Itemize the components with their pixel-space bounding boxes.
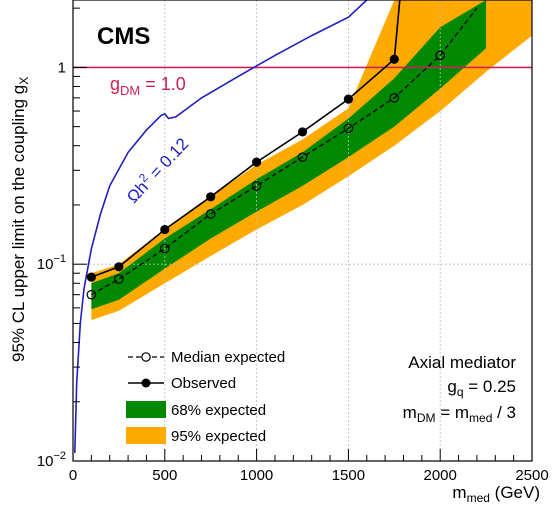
legend-observed: Observed [128, 375, 236, 392]
median-expected-point [205, 209, 216, 219]
observed-point [389, 54, 399, 64]
y-tick-base: 10 [37, 453, 54, 470]
legend-observed-label: Observed [171, 375, 236, 392]
legend-observed-marker [141, 378, 151, 388]
plot-frame [72, 0, 533, 462]
y-tick-exponent: −1 [53, 253, 66, 265]
relic-density-label: Ωh2 = 0.12 [121, 132, 193, 206]
median-expected-point [297, 152, 308, 162]
median-expected-point [114, 274, 124, 284]
x-tick-label: 2500 [515, 467, 548, 484]
x-tick-label: 2000 [424, 467, 457, 484]
model-info: Axial mediator gq = 0.25 mDM = mmed / 3 [403, 353, 517, 425]
x-tick-label: 1500 [332, 467, 365, 484]
observed-point [343, 94, 353, 104]
legend-68-label: 68% expected [171, 402, 266, 419]
legend-68-expected: 68% expected [126, 401, 266, 419]
y-tick-base: 10 [37, 256, 54, 273]
y-tick-exponent: −2 [53, 450, 66, 462]
legend-median-label: Median expected [171, 349, 285, 366]
legend-median-expected: Median expected [128, 349, 285, 366]
observed-point [114, 262, 124, 272]
median-expected-point [160, 243, 170, 254]
median-expected-point [251, 181, 262, 191]
x-tick-label: 500 [152, 467, 177, 484]
legend-95-label: 95% expected [171, 428, 266, 445]
observed-point [297, 127, 308, 137]
y-tick-label: 10−1 [37, 253, 66, 273]
observed-point [252, 157, 262, 167]
cms-label: CMS [97, 23, 150, 50]
observed-point [160, 224, 170, 235]
legend-95-expected: 95% expected [126, 427, 266, 445]
median-expected-line [91, 7, 478, 296]
observed-point [86, 272, 96, 282]
legend-95-swatch [126, 427, 166, 444]
model-info-mediator: Axial mediator [408, 353, 516, 372]
y-tick-base: 1 [58, 59, 66, 76]
gdm-label: gDM = 1.0 [110, 74, 186, 98]
median-expected-point [86, 289, 97, 300]
legend: Median expected Observed 68% expected 95… [126, 349, 285, 445]
median-expected-point [435, 50, 445, 61]
x-axis-title: mmed (GeV) [452, 483, 540, 505]
x-tick-label: 0 [69, 467, 77, 484]
band-68-expected [91, 0, 487, 310]
model-info-gq: gq = 0.25 [447, 377, 516, 399]
relic-density-curve [74, 0, 368, 453]
model-info-mass-relation: mDM = mmed / 3 [403, 403, 516, 425]
x-tick-label: 1000 [240, 467, 273, 484]
legend-68-swatch [126, 401, 166, 418]
y-tick-label: 10−2 [37, 450, 66, 470]
legend-median-marker [141, 352, 151, 362]
observed-point [206, 192, 216, 202]
y-axis-title: 95% CL upper limit on the coupling gX [9, 77, 31, 362]
y-tick-label: 1 [58, 59, 66, 76]
median-expected-point [389, 93, 400, 103]
median-expected-point [343, 123, 354, 134]
